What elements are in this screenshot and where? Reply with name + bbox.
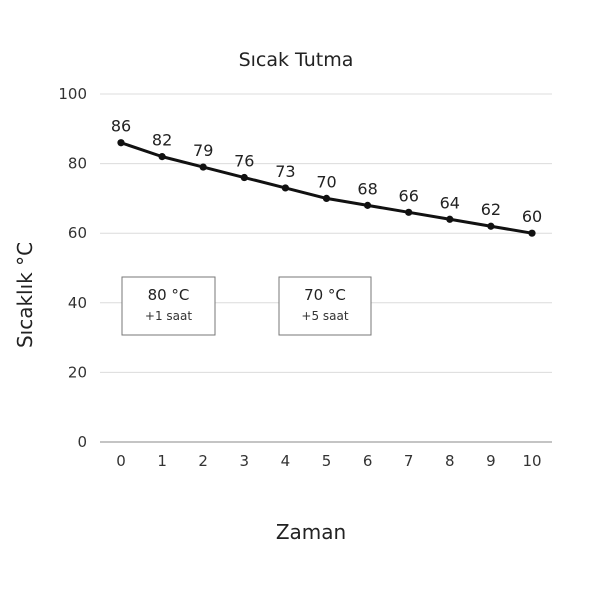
annotation-box: 80 °C +1 saat xyxy=(121,276,216,336)
y-tick-label: 0 xyxy=(77,433,87,451)
y-tick-label: 100 xyxy=(58,85,87,103)
x-tick-label: 8 xyxy=(445,452,455,470)
x-tick-label: 4 xyxy=(281,452,291,470)
data-point xyxy=(117,139,125,147)
y-tick-labels: 0 20 40 60 80 100 xyxy=(58,85,87,451)
data-label: 60 xyxy=(522,207,542,226)
y-tick-label: 60 xyxy=(68,224,87,242)
y-tick-label: 20 xyxy=(68,363,87,381)
x-tick-label: 9 xyxy=(486,452,496,470)
data-label: 82 xyxy=(152,131,172,150)
data-point xyxy=(281,184,289,192)
data-label: 66 xyxy=(399,186,419,205)
data-point xyxy=(364,201,372,209)
annotation-subtext: +1 saat xyxy=(145,309,192,323)
x-tick-label: 3 xyxy=(240,452,250,470)
x-tick-label: 5 xyxy=(322,452,332,470)
y-tick-label: 40 xyxy=(68,294,87,312)
x-axis-title: Zaman xyxy=(276,520,346,544)
data-label: 86 xyxy=(111,117,131,136)
data-labels: 86 82 79 76 73 70 68 66 64 62 60 xyxy=(111,117,542,226)
data-label: 79 xyxy=(193,141,213,160)
annotation-subtext: +5 saat xyxy=(301,309,348,323)
annotation-frame xyxy=(121,276,216,336)
data-point xyxy=(322,194,331,202)
x-tick-label: 10 xyxy=(522,452,541,470)
data-point xyxy=(240,173,248,182)
x-tick-label: 6 xyxy=(363,452,373,470)
data-point xyxy=(405,208,413,216)
data-point xyxy=(446,215,454,223)
annotation-frame xyxy=(278,276,372,336)
data-label: 70 xyxy=(316,172,336,191)
x-tick-label: 1 xyxy=(157,452,167,470)
data-label: 73 xyxy=(275,162,295,181)
data-points xyxy=(117,139,536,237)
data-point xyxy=(528,229,536,237)
annotation-text: 70 °C xyxy=(304,286,346,304)
data-label: 64 xyxy=(440,193,460,212)
x-tick-label: 7 xyxy=(404,452,414,470)
data-point xyxy=(199,163,207,171)
x-tick-label: 0 xyxy=(116,452,126,470)
annotation-box: 70 °C +5 saat xyxy=(278,276,372,336)
data-label: 76 xyxy=(234,152,254,171)
y-axis-title: Sıcaklık °C xyxy=(13,242,37,348)
annotation-text: 80 °C xyxy=(148,286,190,304)
x-tick-labels: 0 1 2 3 4 5 6 7 8 9 10 xyxy=(116,452,541,470)
chart-title: Sıcak Tutma xyxy=(239,49,354,71)
annotations: 80 °C +1 saat 70 °C +5 saat xyxy=(121,276,372,336)
data-label: 62 xyxy=(481,200,501,219)
x-tick-label: 2 xyxy=(198,452,208,470)
data-point xyxy=(158,153,166,161)
y-tick-label: 80 xyxy=(68,155,87,173)
data-point xyxy=(487,222,495,230)
data-label: 68 xyxy=(357,179,377,198)
